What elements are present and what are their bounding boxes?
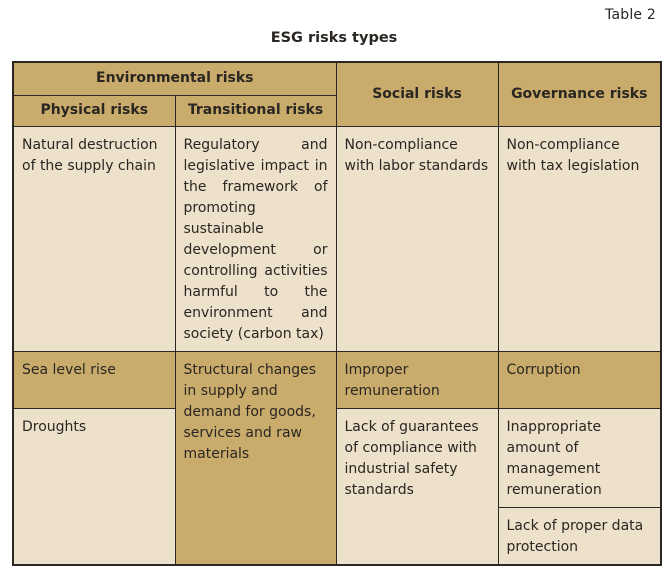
cell-governance-data-protection: Lack of proper data protection [497,506,662,565]
header-governance-risks: Governance risks [497,61,662,127]
header-social-risks: Social risks [335,61,499,127]
header-transitional-risks: Transitional risks [174,94,337,127]
table-title: ESG risks types [270,30,398,46]
cell-physical-supply-chain: Natural destruction of the supply chain [12,125,176,352]
cell-governance-management-remuneration: Inappropriate amount of management remun… [497,407,662,508]
cell-social-industrial-safety: Lack of guarantees of compliance with in… [335,407,499,565]
cell-physical-droughts: Droughts [12,407,176,565]
header-physical-risks: Physical risks [12,94,176,127]
cell-physical-sea-level-rise: Sea level rise [12,350,176,409]
cell-governance-corruption: Corruption [497,350,662,409]
cell-transitional-structural-changes: Structural changes in supply and demand … [174,350,337,565]
cell-social-improper-remuneration: Improper remuneration [335,350,499,409]
cell-transitional-regulatory: Regulatory and legislative impact in the… [174,125,337,352]
esg-risks-table: Environmental risks Social risks Governa… [12,61,662,566]
cell-social-labor-standards: Non-compliance with labor standards [335,125,499,352]
header-environmental-risks: Environmental risks [12,61,337,96]
cell-governance-tax-legislation: Non-compliance with tax legislation [497,125,662,352]
table-number-label: Table 2 [605,7,656,23]
